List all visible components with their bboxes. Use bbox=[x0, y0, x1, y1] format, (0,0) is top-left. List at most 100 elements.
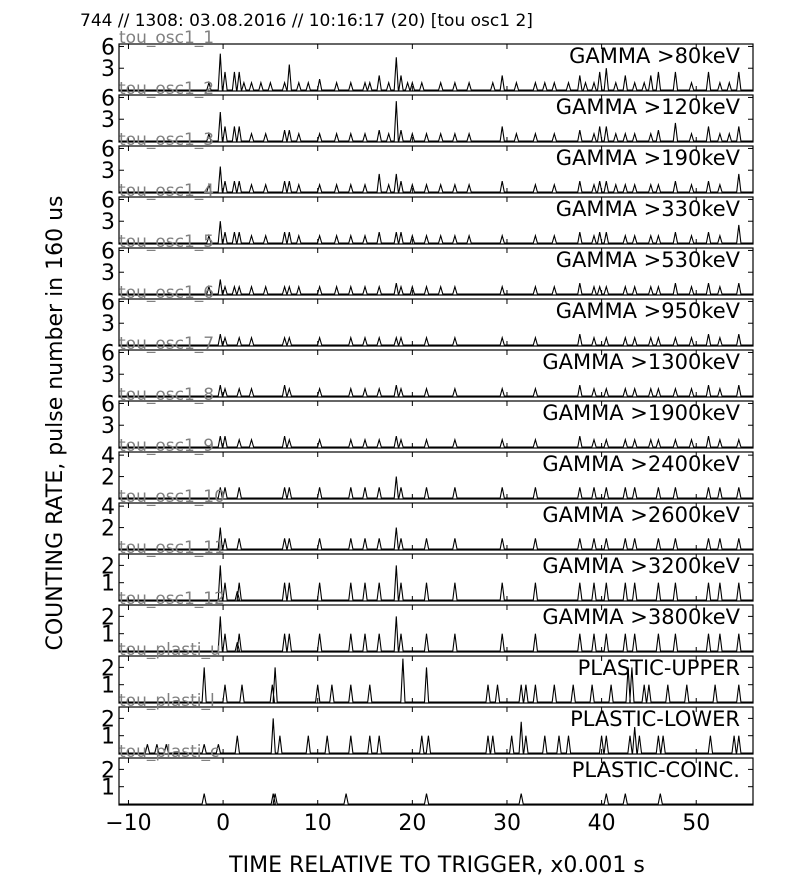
panel-frame bbox=[118, 400, 754, 449]
panel-14: 12 PLASTIC-LOWER tou_plasti_l bbox=[101, 691, 754, 755]
channel-tag: tou_osc1_3 bbox=[119, 130, 214, 150]
panel-title: PLASTIC-COINC. bbox=[572, 758, 740, 782]
panel-5: 36 GAMMA >530keV tou_osc1_5 bbox=[101, 232, 754, 296]
panel-frame bbox=[118, 94, 754, 143]
channel-tag: tou_osc1_4 bbox=[119, 181, 214, 201]
y-tick-label: 2 bbox=[101, 707, 115, 732]
panel-frame bbox=[118, 43, 754, 92]
series-line bbox=[119, 476, 753, 499]
y-axis-label: COUNTING RATE, pulse number in 160 us bbox=[43, 195, 68, 650]
series-line bbox=[119, 658, 753, 703]
panel-4: 36 GAMMA >330keV tou_osc1_4 bbox=[101, 181, 754, 245]
y-tick-label: 2 bbox=[101, 656, 115, 681]
x-tick-label: 50 bbox=[682, 811, 710, 836]
panel-11: 12 GAMMA >3200keV tou_osc1_11 bbox=[101, 538, 754, 602]
x-tick-label: 30 bbox=[493, 811, 521, 836]
channel-tag: tou_osc1_11 bbox=[119, 538, 225, 558]
y-tick-label: 1 bbox=[101, 572, 115, 597]
channel-tag: tou_osc1_8 bbox=[119, 385, 214, 405]
series-line bbox=[119, 53, 753, 91]
x-tick-label: −10 bbox=[105, 811, 151, 836]
panel-title: GAMMA >3200keV bbox=[542, 554, 740, 578]
panel-title: GAMMA >2400keV bbox=[542, 452, 740, 476]
panel-frame bbox=[118, 145, 754, 194]
y-tick-label: 3 bbox=[101, 210, 115, 235]
panel-8: 36 GAMMA >1900keV tou_osc1_8 bbox=[101, 385, 754, 449]
y-tick-label: 4 bbox=[101, 444, 115, 469]
series-line bbox=[119, 793, 753, 805]
panel-6: 36 GAMMA >950keV tou_osc1_6 bbox=[101, 283, 754, 347]
series-line bbox=[119, 565, 753, 601]
panel-frame bbox=[118, 349, 754, 398]
y-tick-label: 6 bbox=[101, 239, 115, 264]
panel-title: PLASTIC-LOWER bbox=[570, 707, 740, 731]
panel-title: PLASTIC-UPPER bbox=[578, 656, 740, 680]
panel-1: 36 GAMMA >80keV tou_osc1_1 bbox=[101, 28, 754, 92]
y-tick-label: 3 bbox=[101, 108, 115, 133]
series-line bbox=[119, 435, 753, 448]
panel-frame bbox=[118, 298, 754, 347]
y-tick-label: 2 bbox=[101, 517, 115, 542]
channel-tag: tou_osc1_1 bbox=[119, 28, 214, 48]
panel-title: GAMMA >950keV bbox=[556, 299, 741, 323]
y-tick-label: 3 bbox=[101, 159, 115, 184]
y-tick-label: 6 bbox=[101, 290, 115, 315]
chart-header: 744 // 1308: 03.08.2016 // 10:16:17 (20)… bbox=[80, 11, 533, 31]
y-tick-label: 3 bbox=[101, 312, 115, 337]
y-tick-label: 3 bbox=[101, 363, 115, 388]
panel-title: GAMMA >1300keV bbox=[542, 350, 740, 374]
panel-frame bbox=[118, 553, 754, 602]
y-tick-label: 2 bbox=[101, 758, 115, 783]
x-tick-label: 40 bbox=[588, 811, 616, 836]
y-tick-label: 6 bbox=[101, 86, 115, 111]
panel-frame bbox=[118, 451, 754, 500]
y-tick-label: 1 bbox=[101, 674, 115, 699]
panel-frame bbox=[118, 655, 754, 704]
series-line bbox=[119, 333, 753, 346]
x-tick-labels: −10 0 10 20 30 40 50 bbox=[105, 811, 710, 836]
panel-frame bbox=[118, 757, 754, 806]
series-line bbox=[119, 616, 753, 652]
y-tick-label: 2 bbox=[101, 554, 115, 579]
panel-title: GAMMA >3800keV bbox=[542, 605, 740, 629]
panel-3: 36 GAMMA >190keV tou_osc1_3 bbox=[101, 130, 754, 194]
series-line bbox=[119, 527, 753, 550]
channel-tag: tou_osc1_9 bbox=[119, 436, 214, 456]
y-tick-label: 6 bbox=[101, 341, 115, 366]
series-line bbox=[119, 718, 753, 754]
panel-12: 12 GAMMA >3800keV tou_osc1_12 bbox=[101, 589, 754, 653]
panel-frame bbox=[118, 706, 754, 755]
y-tick-label: 3 bbox=[101, 57, 115, 82]
panel-title: GAMMA >2600keV bbox=[542, 503, 740, 527]
channel-tag: tou_osc1_7 bbox=[119, 334, 214, 354]
panel-13: 12 PLASTIC-UPPER tou_plasti_u bbox=[101, 640, 754, 704]
y-tick-label: 3 bbox=[101, 414, 115, 439]
panel-title: GAMMA >80keV bbox=[569, 44, 741, 68]
channel-tag: tou_osc1_5 bbox=[119, 232, 214, 252]
panel-frame bbox=[118, 196, 754, 245]
panel-10: 24 GAMMA >2600keV tou_osc1_10 bbox=[101, 487, 754, 551]
panel-title: GAMMA >330keV bbox=[556, 197, 741, 221]
x-axis-label: TIME RELATIVE TO TRIGGER, x0.001 s bbox=[228, 853, 645, 878]
channel-tag: tou_osc1_6 bbox=[119, 283, 214, 303]
series-line bbox=[119, 101, 753, 142]
y-tick-label: 2 bbox=[101, 605, 115, 630]
y-tick-label: 3 bbox=[101, 261, 115, 286]
y-tick-label: 1 bbox=[101, 776, 115, 801]
panel-7: 36 GAMMA >1300keV tou_osc1_7 bbox=[101, 334, 754, 398]
y-tick-label: 1 bbox=[101, 623, 115, 648]
channel-tag: tou_plasti_l bbox=[119, 691, 215, 711]
y-tick-label: 6 bbox=[101, 392, 115, 417]
y-tick-label: 6 bbox=[101, 35, 115, 60]
y-tick-label: 4 bbox=[101, 495, 115, 520]
channel-tag: tou_osc1_2 bbox=[119, 79, 214, 99]
y-tick-label: 1 bbox=[101, 725, 115, 750]
y-tick-label: 6 bbox=[101, 188, 115, 213]
x-tick-label: 0 bbox=[216, 811, 230, 836]
y-tick-label: 2 bbox=[101, 466, 115, 491]
x-tick-label: 20 bbox=[398, 811, 426, 836]
panel-frame bbox=[118, 604, 754, 653]
series-line bbox=[119, 384, 753, 397]
